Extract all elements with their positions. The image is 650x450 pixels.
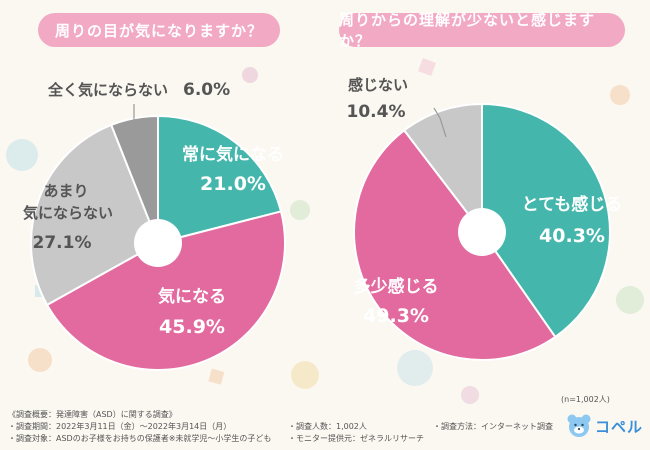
pie-slice-left-1: [45, 210, 286, 371]
survey-target: ・調査対象：ASDのお子様をお持ちの保護者※未就学児～小学生の子ども: [8, 434, 272, 443]
survey-period: ・調査期間：2022年3月11日（金）～2022年3月14日（月）: [8, 422, 232, 431]
bear-icon: [567, 414, 591, 437]
slice-label-right-0: とても感じる: [522, 194, 623, 215]
pie-slice-right-0: [481, 102, 611, 339]
brand-logo: コペル: [566, 413, 643, 439]
slice-value-left-1: 45.9%: [159, 316, 225, 338]
pie-slice-right-1: [353, 128, 557, 361]
pie-slice-left-2: [30, 123, 160, 307]
slice-label-left-0: 常に気になる: [182, 144, 284, 165]
slice-label-right-2: 感じない: [348, 76, 408, 94]
pie-chart-right: [353, 102, 611, 361]
slice-value-right-2: 10.4%: [347, 102, 406, 122]
leader-line-left: [133, 104, 137, 131]
sample-size: (n=1,002人): [561, 395, 610, 404]
slice-label-left-2a: あまり: [43, 182, 88, 200]
slice-value-right-1: 49.3%: [363, 305, 429, 327]
survey-heading: 《調査概要：発達障害（ASD）に関する調査》: [8, 410, 177, 419]
slice-label-right-1: 多少感じる: [354, 276, 439, 297]
chart-title-left: 周りの目が気になりますか？: [38, 13, 280, 47]
pie-center-hole-left: [134, 219, 182, 267]
slice-value-right-0: 40.3%: [539, 225, 605, 247]
slice-value-left-3: 6.0%: [183, 80, 230, 100]
slice-label-left-3: 全く気にならない: [47, 81, 168, 99]
slice-value-left-0: 21.0%: [200, 173, 266, 195]
slice-label-left-2b: 気にならない: [23, 204, 113, 222]
survey-provider: ・モニター提供元：ゼネラルリサーチ: [288, 434, 424, 443]
survey-count: ・調査人数：1,002人: [288, 422, 367, 431]
slice-value-left-2: 27.1%: [33, 233, 92, 253]
slice-label-left-1: 気になる: [157, 286, 226, 307]
survey-summary: 《調査概要：発達障害（ASD）に関する調査》 ・調査期間：2022年3月11日（…: [8, 409, 553, 445]
logo-text: コペル: [595, 417, 644, 436]
leader-line-right: [433, 107, 447, 138]
pie-slice-left-0: [157, 114, 283, 245]
pie-chart-left: [30, 114, 286, 371]
survey-method: ・調査方法：インターネット調査: [433, 422, 553, 431]
pie-slice-right-2: [402, 102, 483, 235]
pie-center-hole-right: [458, 208, 506, 256]
